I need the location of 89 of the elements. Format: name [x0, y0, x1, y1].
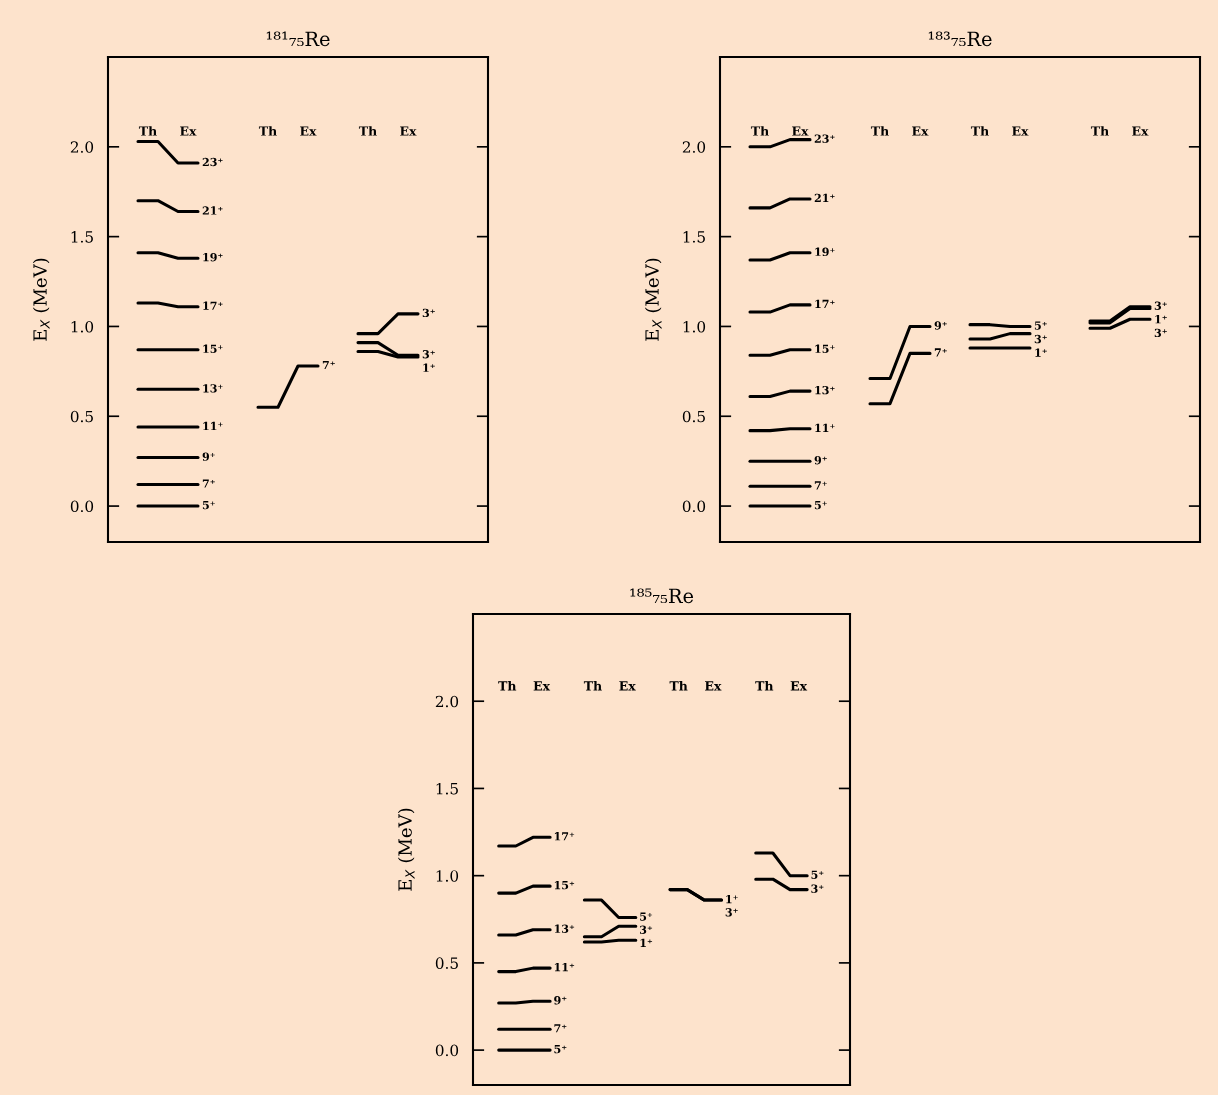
annotation: Th [755, 680, 774, 691]
series-label: 5⁺ [640, 912, 653, 921]
series-label: 11⁺ [815, 423, 835, 432]
y-tick-label: 2.0 [435, 695, 459, 708]
series-label: 3⁺ [1034, 334, 1047, 344]
series-label: 3⁺ [725, 908, 738, 917]
annotation: Th [498, 680, 517, 691]
annotation: Th [870, 126, 889, 136]
series-label: 5⁺ [1034, 321, 1047, 330]
legend-label: 1⁺ [1155, 315, 1167, 324]
series-label: 17⁺ [815, 299, 835, 308]
series-label: 7⁺ [322, 360, 335, 370]
y-axis-title: E$_{X}$ (MeV) [32, 258, 50, 341]
annotation: Th [669, 680, 688, 691]
annotation: Ex [400, 126, 417, 136]
series-label: 9⁺ [554, 996, 567, 1005]
y-tick-label: 0.5 [70, 410, 93, 423]
series-label: 21⁺ [202, 206, 223, 215]
chart-title: ¹⁸³₇₅Re [928, 31, 992, 47]
series-label: 15⁺ [815, 344, 835, 354]
series-label: 21⁺ [814, 193, 835, 202]
series-label: 15⁺ [554, 880, 575, 890]
annotation: Ex [533, 681, 551, 691]
annotation: Th [970, 126, 989, 136]
y-tick-label: 1.5 [71, 231, 93, 243]
series-label: 1⁺ [1035, 348, 1047, 357]
y-tick-label: 1.0 [71, 320, 94, 333]
series-label: 3⁺ [422, 308, 435, 318]
y-tick-label: 1.5 [436, 782, 458, 795]
annotation: Th [1090, 126, 1109, 136]
series-label: 1⁺ [640, 938, 653, 947]
annotation: Ex [619, 681, 636, 691]
series-label: 9⁺ [934, 321, 947, 330]
series-label: 17⁺ [554, 832, 575, 841]
annotation: Ex [912, 126, 929, 136]
legend-label: 5⁺ [811, 870, 824, 879]
annotation: Ex [300, 126, 317, 136]
annotation: Ex [790, 681, 808, 691]
series-label: 13⁺ [554, 924, 575, 933]
series-label: 17⁺ [203, 301, 223, 310]
y-tick-label: 1.0 [436, 870, 459, 882]
series-label: 3⁺ [1154, 328, 1167, 338]
y-tick-label: 2.0 [682, 141, 706, 153]
chart-title: ¹⁸¹₇₅Re [266, 31, 330, 47]
series-label: 13⁺ [815, 385, 835, 395]
series-label: 9⁺ [814, 455, 827, 465]
series-label: 9⁺ [202, 452, 215, 461]
annotation: Th [258, 126, 277, 136]
series-label: 13⁺ [203, 384, 223, 393]
series-label: 7⁺ [934, 348, 947, 357]
series-label: 7⁺ [202, 479, 215, 488]
series-label: 11⁺ [554, 962, 575, 972]
annotation: Ex [180, 126, 197, 136]
series-label: 19⁺ [203, 253, 223, 262]
series-label: 3⁺ [640, 925, 653, 934]
y-tick-label: 0.0 [70, 500, 94, 513]
series-label: 7⁺ [554, 1024, 567, 1033]
annotation: Th [138, 126, 157, 136]
series-label: 19⁺ [815, 247, 835, 257]
annotation: Ex [792, 126, 809, 136]
series-label: 5⁺ [814, 501, 827, 510]
series-label: 7⁺ [814, 481, 827, 490]
series-label: 3⁺ [422, 350, 435, 359]
annotation: Th [583, 680, 602, 691]
y-axis-title: E$_{X}$ (MeV) [397, 808, 415, 891]
y-axis-title: E$_{X}$ (MeV) [644, 258, 662, 341]
series-label: 23⁺ [202, 157, 223, 167]
chart-title: ¹⁸⁵₇₅Re [630, 588, 694, 604]
series-label: 5⁺ [554, 1045, 567, 1054]
annotation: Ex [705, 681, 722, 691]
annotation: Th [358, 126, 377, 136]
y-tick-label: 0.5 [435, 957, 458, 969]
series-label: 15⁺ [203, 344, 223, 354]
series-label: 3⁺ [811, 884, 824, 893]
series-label: 3⁺ [1154, 301, 1167, 310]
y-tick-label: 0.5 [682, 410, 705, 423]
series-label: 11⁺ [203, 421, 223, 431]
annotation: Th [750, 126, 769, 136]
y-tick-label: 0.0 [435, 1044, 459, 1057]
series-label: 5⁺ [202, 501, 215, 510]
y-tick-label: 1.5 [683, 231, 705, 243]
series-label: 23⁺ [814, 134, 835, 143]
y-tick-label: 0.0 [682, 500, 706, 513]
annotation: Ex [1012, 126, 1029, 136]
series-label: 1⁺ [726, 894, 738, 904]
series-label: 1⁺ [423, 363, 435, 372]
y-tick-label: 2.0 [70, 141, 94, 153]
annotation: Ex [1132, 126, 1149, 136]
y-tick-label: 1.0 [683, 320, 706, 333]
